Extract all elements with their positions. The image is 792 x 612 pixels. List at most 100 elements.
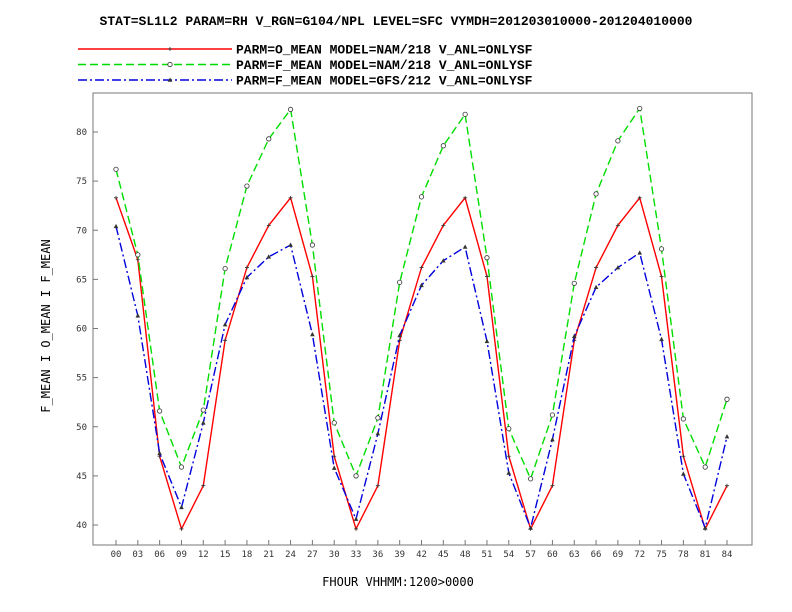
data-point: [550, 483, 555, 488]
data-point: [244, 274, 250, 280]
data-point: [419, 265, 424, 270]
data-point: [135, 313, 141, 318]
data-point: [659, 274, 664, 279]
x-tick-label: 12: [198, 550, 209, 560]
data-point: [244, 183, 250, 189]
data-point: [266, 254, 272, 259]
data-point: [440, 143, 446, 149]
x-tick-label: 84: [722, 550, 733, 560]
x-tick-label: 39: [394, 550, 405, 560]
legend-marker: [167, 61, 173, 68]
legend-marker: [168, 47, 172, 51]
legend-item: PARM=F_MEAN MODEL=NAM/218 V_ANL=ONLYSF: [78, 58, 533, 73]
x-tick-label: 60: [547, 550, 558, 560]
data-point: [593, 191, 599, 197]
plot-frame: [92, 92, 753, 546]
data-point: [179, 504, 184, 510]
data-point: [113, 223, 119, 229]
x-tick-label: 09: [176, 550, 187, 560]
data-point: [375, 431, 381, 436]
data-point: [288, 195, 293, 200]
legend-label: PARM=F_MEAN MODEL=GFS/212 V_ANL=ONLYSF: [236, 74, 533, 89]
y-axis-label: F_MEAN I O_MEAN I F_MEAN: [39, 239, 53, 412]
x-tick-label: 45: [438, 550, 449, 560]
data-point: [397, 332, 402, 338]
x-tick-label: 51: [482, 550, 493, 560]
x-tick-label: 75: [656, 550, 667, 560]
data-point: [615, 223, 620, 228]
data-point: [266, 136, 272, 142]
data-point: [725, 483, 729, 488]
data-point: [463, 195, 468, 200]
x-tick-label: 57: [525, 550, 536, 560]
x-tick-label: 72: [634, 550, 645, 560]
data-point: [200, 407, 206, 413]
data-point: [353, 516, 359, 521]
data-point: [658, 246, 665, 252]
data-point: [354, 526, 359, 531]
x-tick-label: 81: [700, 550, 711, 560]
data-point: [309, 242, 315, 248]
data-point: [331, 420, 337, 426]
y-tick-label: 70: [76, 226, 87, 236]
data-point: [441, 258, 446, 263]
data-point: [637, 250, 643, 255]
legend: PARM=O_MEAN MODEL=NAM/218 V_ANL=ONLYSFPA…: [78, 43, 533, 89]
x-tick-label: 18: [242, 550, 253, 560]
data-point: [310, 331, 315, 337]
x-tick-label: 66: [591, 550, 602, 560]
y-tick-label: 65: [76, 275, 87, 285]
x-axis-label: FHOUR VHHMM:1200>0000: [322, 575, 474, 589]
x-axis: 00 03 06 09 12 15 18 21 24 27 30 33 36 39 42 45 48 51 54 57…: [111, 540, 733, 560]
y-tick-label: 55: [76, 374, 87, 384]
data-point: [571, 333, 577, 339]
series-group: [113, 105, 730, 531]
series-line: [115, 226, 728, 531]
data-point: [310, 274, 315, 279]
x-tick-label: 36: [372, 550, 383, 560]
data-point: [506, 470, 512, 475]
legend-label: PARM=F_MEAN MODEL=NAM/218 V_ANL=ONLYSF: [236, 58, 533, 73]
data-point: [244, 265, 249, 270]
data-point: [157, 450, 162, 456]
data-point: [637, 195, 642, 200]
y-tick-label: 50: [76, 423, 87, 433]
data-point: [222, 322, 228, 327]
data-point: [506, 454, 511, 459]
y-tick-label: 80: [76, 128, 87, 138]
data-point: [681, 471, 686, 476]
data-point: [353, 473, 359, 479]
y-tick-label: 60: [76, 325, 87, 335]
series-3: [113, 223, 730, 531]
data-point: [200, 420, 206, 425]
data-point: [397, 338, 402, 343]
data-point: [375, 415, 381, 421]
data-point: [680, 416, 686, 422]
x-tick-label: 78: [678, 550, 689, 560]
series-line: [115, 106, 728, 481]
x-tick-label: 15: [220, 550, 231, 560]
data-point: [462, 111, 468, 117]
data-point: [418, 194, 425, 200]
y-tick-label: 40: [76, 521, 87, 531]
x-tick-label: 03: [132, 550, 143, 560]
x-tick-label: 42: [416, 550, 427, 560]
series-line: [115, 196, 728, 531]
data-point: [724, 396, 730, 402]
data-point: [331, 465, 337, 470]
y-tick-label: 45: [76, 472, 87, 482]
data-point: [441, 223, 446, 228]
data-point: [506, 426, 512, 432]
x-tick-label: 06: [154, 550, 165, 560]
data-point: [550, 437, 555, 442]
data-point: [702, 525, 708, 530]
x-tick-label: 00: [111, 550, 122, 560]
x-tick-label: 27: [307, 550, 318, 560]
x-tick-label: 69: [612, 550, 623, 560]
series-2: [113, 105, 730, 482]
y-tick-label: 75: [76, 177, 87, 187]
data-point: [287, 106, 294, 113]
data-point: [528, 476, 534, 482]
data-point: [288, 242, 293, 247]
